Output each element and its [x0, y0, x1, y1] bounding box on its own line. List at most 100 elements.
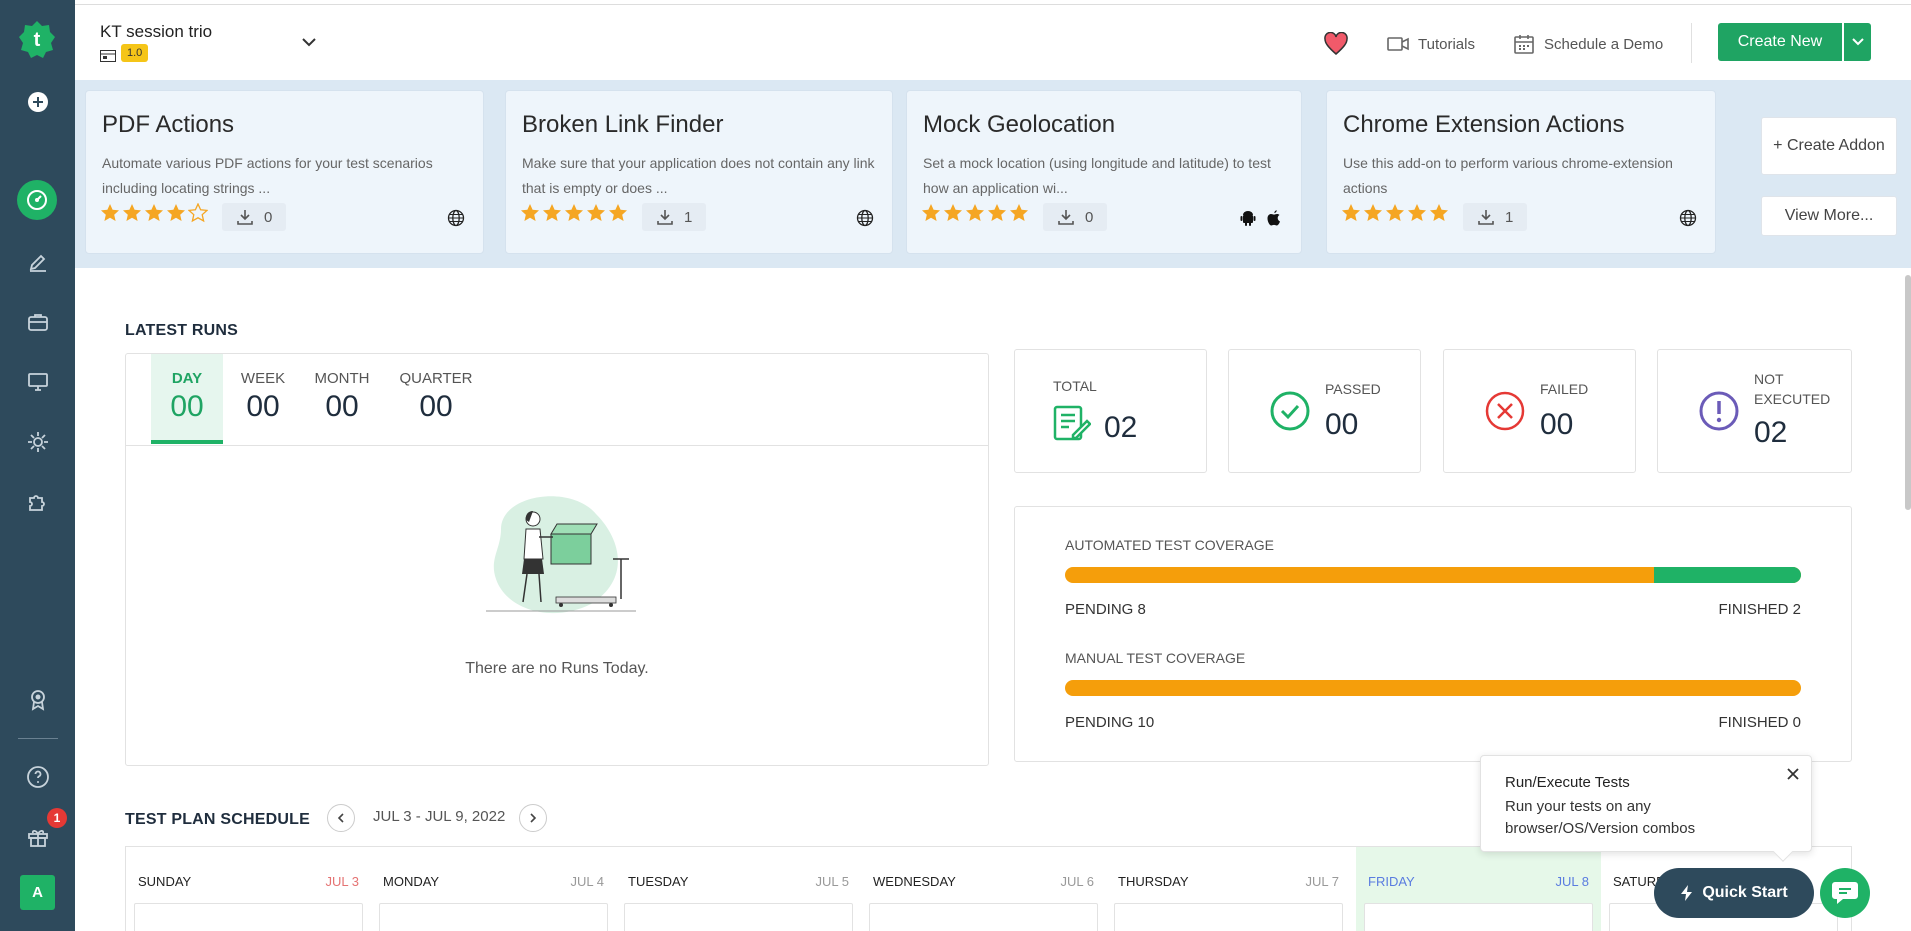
day-column[interactable]: THURSDAY JUL 7: [1106, 847, 1351, 931]
platforms: [856, 209, 874, 227]
quick-start-label: Quick Start: [1702, 884, 1788, 901]
total-card[interactable]: TOTAL 02: [1014, 349, 1207, 473]
addon-title: Mock Geolocation: [923, 111, 1116, 138]
day-column[interactable]: MONDAY JUL 4: [371, 847, 616, 931]
svg-text:t: t: [34, 29, 41, 51]
star-icon: [922, 204, 940, 221]
day-name: TUESDAY: [628, 874, 689, 889]
addon-card[interactable]: Mock Geolocation Set a mock location (us…: [906, 90, 1302, 254]
manual-coverage-bar: [1065, 680, 1801, 696]
view-more-button[interactable]: View More...: [1761, 196, 1897, 236]
tab-week[interactable]: WEEK 00: [231, 354, 295, 444]
star-icon: [521, 204, 539, 221]
settings-icon[interactable]: [0, 422, 75, 462]
day-date: JUL 5: [815, 874, 849, 889]
stat-value: 00: [1325, 408, 1359, 441]
download-count: 1: [1463, 203, 1528, 231]
briefcase-icon[interactable]: [0, 302, 75, 342]
day-cell[interactable]: [379, 903, 608, 931]
tab-label: DAY: [171, 370, 203, 387]
day-column[interactable]: WEDNESDAY JUL 6: [861, 847, 1106, 931]
day-cell[interactable]: [624, 903, 853, 931]
header-separator: [1691, 23, 1692, 63]
day-cell[interactable]: [1364, 903, 1593, 931]
star-icon: [1010, 204, 1028, 221]
tab-value: 00: [419, 390, 453, 423]
coverage-panel: AUTOMATED TEST COVERAGE PENDING 8 FINISH…: [1014, 506, 1852, 762]
passed-card[interactable]: PASSED 00: [1228, 349, 1421, 473]
addon-card[interactable]: Chrome Extension Actions Use this add-on…: [1326, 90, 1716, 254]
check-circle-icon: [1270, 391, 1310, 431]
quick-start-button[interactable]: Quick Start: [1654, 868, 1814, 918]
not-executed-card[interactable]: NOT EXECUTED 02: [1657, 349, 1852, 473]
addon-desc: Automate various PDF actions for your te…: [102, 155, 433, 196]
day-name: THURSDAY: [1118, 874, 1189, 889]
chevron-left-icon: [337, 813, 344, 823]
day-column[interactable]: TUESDAY JUL 5: [616, 847, 861, 931]
chevron-down-icon[interactable]: [300, 33, 318, 51]
star-icon: [944, 204, 962, 221]
day-column-today[interactable]: FRIDAY JUL 8: [1356, 847, 1601, 931]
automated-pending: PENDING 8: [1065, 601, 1146, 618]
create-addon-button[interactable]: + Create Addon: [1761, 117, 1897, 175]
edit-icon[interactable]: [0, 242, 75, 282]
platforms: [1679, 209, 1697, 227]
gift-icon[interactable]: [0, 817, 75, 857]
schedule-next-button[interactable]: [519, 804, 547, 832]
create-new-button[interactable]: Create New: [1718, 23, 1842, 61]
tab-quarter[interactable]: QUARTER 00: [396, 354, 476, 444]
day-date: JUL 6: [1060, 874, 1094, 889]
day-name: SUNDAY: [138, 874, 192, 889]
tab-value: 00: [170, 390, 204, 423]
gift-badge: 1: [47, 808, 67, 828]
tab-label: WEEK: [240, 370, 286, 387]
chevron-right-icon: [530, 813, 537, 823]
schedule-demo-link[interactable]: Schedule a Demo: [1512, 32, 1663, 56]
avatar[interactable]: A: [20, 875, 55, 910]
star-icon: [167, 204, 185, 221]
addon-card[interactable]: PDF Actions Automate various PDF actions…: [85, 90, 484, 254]
star-icon: [1386, 204, 1404, 221]
download-count: 0: [1043, 203, 1108, 231]
puzzle-icon[interactable]: [0, 482, 75, 522]
empty-runs-illustration: [486, 496, 636, 614]
day-cell[interactable]: [134, 903, 363, 931]
monitor-icon[interactable]: [0, 362, 75, 402]
version-badge: 1.0: [121, 44, 149, 62]
create-new-dropdown[interactable]: [1844, 23, 1871, 61]
app-logo[interactable]: t: [18, 20, 56, 58]
day-column[interactable]: SUNDAY JUL 3: [126, 847, 371, 931]
day-name: WEDNESDAY: [873, 874, 956, 889]
tutorials-label: Tutorials: [1418, 35, 1475, 53]
star-icon: [1408, 204, 1426, 221]
heart-icon[interactable]: [1323, 32, 1349, 56]
dashboard-icon[interactable]: [17, 180, 57, 220]
manual-finished: FINISHED 0: [1718, 714, 1801, 731]
day-cell[interactable]: [1114, 903, 1343, 931]
stat-label: NOT: [1754, 371, 1784, 387]
close-icon[interactable]: [1785, 766, 1801, 782]
add-icon[interactable]: [0, 82, 75, 122]
day-cell[interactable]: [869, 903, 1098, 931]
project-name[interactable]: KT session trio: [100, 22, 213, 41]
chat-button[interactable]: [1820, 868, 1870, 918]
award-icon[interactable]: [0, 680, 75, 720]
chat-icon: [1832, 882, 1858, 904]
tutorials-link[interactable]: Tutorials: [1386, 32, 1475, 56]
download-icon: [1058, 210, 1074, 225]
tab-month[interactable]: MONTH 00: [306, 354, 378, 444]
tab-value: 00: [246, 390, 280, 423]
addon-card[interactable]: Broken Link Finder Make sure that your a…: [505, 90, 893, 254]
day-name: MONDAY: [383, 874, 440, 889]
calendar-icon: [1514, 35, 1534, 54]
failed-card[interactable]: FAILED 00: [1443, 349, 1636, 473]
page-scrollbar[interactable]: [1905, 275, 1911, 510]
tab-day[interactable]: DAY 00: [151, 354, 223, 444]
schedule-prev-button[interactable]: [327, 804, 355, 832]
download-count: 0: [222, 203, 287, 231]
automated-finished-fill: [1653, 567, 1801, 583]
empty-runs-text: There are no Runs Today.: [465, 660, 649, 677]
addon-title: PDF Actions: [102, 111, 235, 138]
help-icon[interactable]: [0, 757, 75, 797]
star-icon: [988, 204, 1006, 221]
